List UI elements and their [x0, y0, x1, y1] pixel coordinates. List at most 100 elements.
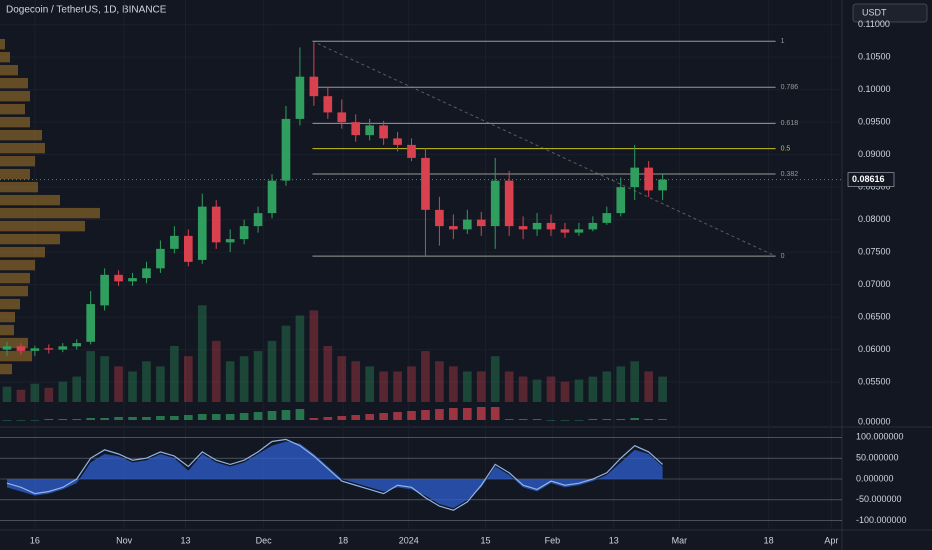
- profile-bar: [0, 77, 28, 89]
- profile-bar: [0, 324, 14, 336]
- volume-bar: [323, 346, 333, 402]
- volume-bar: [476, 371, 486, 402]
- candle-body: [504, 180, 514, 227]
- x-tick-label: 13: [609, 535, 619, 545]
- currency[interactable]: USDT: [862, 7, 887, 17]
- candle-body: [225, 239, 235, 243]
- candle-body: [658, 179, 667, 191]
- volume-bar: [211, 340, 221, 402]
- profile-bar: [0, 64, 18, 76]
- y-tick-label: 0.09000: [858, 149, 891, 159]
- volume-bar: [532, 379, 542, 402]
- chart-title: Dogecoin / TetherUS, 1D, BINANCE: [6, 5, 167, 16]
- trend-line: [312, 40, 776, 257]
- candle-body: [58, 346, 68, 350]
- histogram-bar: [574, 420, 584, 421]
- volume-bar: [44, 387, 54, 402]
- histogram-bar: [476, 407, 486, 420]
- x-tick-label: Dec: [256, 535, 273, 545]
- histogram-bar: [602, 419, 612, 420]
- y-tick-label: 0.07000: [858, 279, 891, 289]
- x-tick-label: Feb: [545, 535, 561, 545]
- y-tick-label: 0.11000: [858, 19, 890, 29]
- histogram-bar: [323, 417, 333, 420]
- volume-bar: [337, 356, 347, 402]
- fib-label: 1: [781, 38, 785, 45]
- histogram-bar: [2, 420, 12, 421]
- histogram-bar: [183, 415, 193, 420]
- candle-body: [295, 76, 305, 119]
- candle-body: [351, 122, 361, 136]
- volume-bar: [197, 305, 207, 402]
- profile-bar: [0, 207, 100, 219]
- volume-bar: [518, 376, 528, 402]
- y-tick-label: 100.000000: [856, 432, 904, 442]
- x-tick-label: Apr: [824, 535, 838, 545]
- candle-body: [197, 206, 207, 260]
- histogram-bar: [518, 419, 528, 420]
- candle-body: [323, 96, 333, 113]
- candle-body: [379, 125, 388, 139]
- volume-bar: [100, 356, 109, 402]
- volume-bar: [490, 356, 500, 402]
- candle-body: [239, 226, 249, 240]
- histogram-bar: [170, 416, 179, 420]
- fib-label: 0.382: [781, 171, 799, 178]
- fib-label: 0: [781, 253, 785, 260]
- fib-label: 0.618: [781, 120, 799, 127]
- x-tick-label: Nov: [116, 535, 133, 545]
- histogram-bar: [546, 420, 556, 421]
- candle-body: [630, 167, 640, 188]
- profile-bar: [0, 311, 15, 323]
- candle-body: [2, 346, 12, 350]
- candle-body: [16, 346, 26, 351]
- profile-bar: [0, 38, 5, 50]
- y-tick-label: 0.000000: [856, 473, 894, 483]
- volume-bar: [253, 351, 263, 402]
- volume-bar: [421, 351, 430, 402]
- y-tick-label: 0.05500: [858, 376, 891, 386]
- volume-bar: [449, 366, 458, 402]
- y-tick-label: -100.000000: [856, 515, 907, 525]
- volume-bar: [2, 386, 12, 402]
- candle-body: [211, 206, 221, 243]
- profile-bar: [0, 129, 42, 141]
- volume-bar: [267, 340, 277, 402]
- x-tick-label: Mar: [672, 535, 688, 545]
- candle-body: [476, 219, 486, 227]
- histogram-bar: [239, 413, 249, 420]
- histogram-bar: [100, 418, 109, 420]
- volume-bar: [602, 371, 612, 402]
- volume-bar: [462, 371, 472, 402]
- histogram-bar: [644, 419, 653, 420]
- profile-bar: [0, 298, 20, 310]
- histogram-bar: [490, 407, 500, 420]
- candle-body: [560, 229, 570, 233]
- histogram-bar: [281, 410, 291, 420]
- histogram-bar: [588, 419, 598, 420]
- x-tick-label: 15: [480, 535, 490, 545]
- candle-body: [253, 213, 263, 227]
- volume-bar: [393, 371, 402, 402]
- y-tick-label: 0.06500: [858, 311, 891, 321]
- histogram-bar: [211, 414, 221, 420]
- histogram-bar: [532, 419, 542, 420]
- histogram-bar: [253, 412, 263, 420]
- candle-body: [281, 118, 291, 181]
- currency-box[interactable]: [852, 3, 928, 23]
- profile-bar: [0, 116, 30, 128]
- volume-bar: [156, 366, 165, 402]
- x-tick-label: 2024: [399, 535, 419, 545]
- y-tick-label: -50.000000: [856, 494, 902, 504]
- candle-body: [156, 248, 165, 269]
- candle-body: [435, 209, 444, 227]
- candle-body: [267, 180, 277, 214]
- histogram-bar: [295, 409, 305, 420]
- fib-label: 0.786: [781, 84, 799, 91]
- candle-body: [532, 222, 542, 230]
- candle-body: [44, 348, 54, 350]
- profile-bar: [0, 233, 60, 245]
- volume-bar: [560, 381, 570, 402]
- histogram-bar: [449, 408, 458, 420]
